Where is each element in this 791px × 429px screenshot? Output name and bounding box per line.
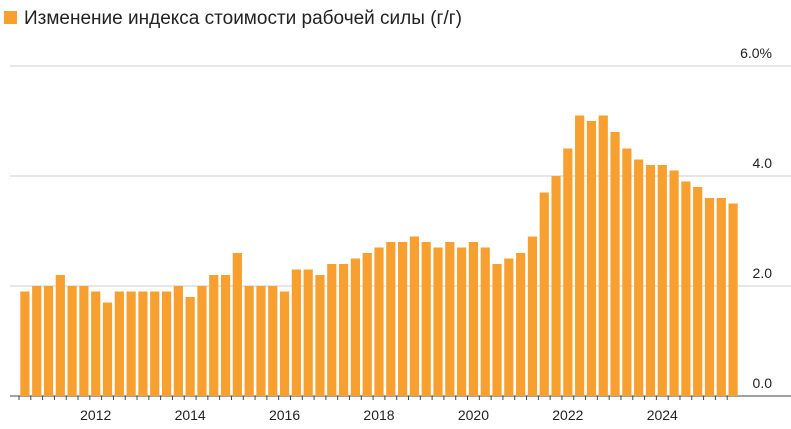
y-tick-label: 6.0% [740, 45, 772, 61]
bar [645, 165, 656, 396]
bar [716, 198, 726, 396]
bar [185, 297, 195, 396]
bar [634, 159, 644, 396]
bar [539, 192, 549, 396]
x-tick-label: 2020 [458, 407, 489, 423]
bar [704, 198, 715, 396]
bar [610, 132, 620, 396]
bar [114, 291, 124, 396]
bar [681, 181, 691, 396]
bar [575, 115, 585, 396]
x-tick-label: 2014 [175, 407, 206, 423]
bar [291, 269, 301, 396]
bar [67, 286, 77, 396]
x-tick-label: 2018 [363, 407, 394, 423]
legend-swatch [4, 11, 17, 24]
bar [398, 242, 408, 396]
bar [527, 236, 538, 396]
legend-label: Изменение индекса стоимости рабочей силы… [24, 8, 462, 29]
bar [492, 264, 502, 396]
bar [386, 242, 396, 396]
y-tick-label: 0.0 [753, 375, 773, 391]
bar [279, 291, 290, 396]
bar [161, 291, 172, 396]
bar [586, 121, 597, 396]
bar [232, 253, 242, 396]
bar [563, 148, 573, 396]
bar [669, 170, 679, 396]
bar [693, 187, 703, 396]
bar [20, 291, 30, 396]
bar [256, 286, 266, 396]
bar [102, 302, 113, 396]
bar [91, 291, 101, 396]
bar [55, 275, 65, 396]
bar [516, 253, 526, 396]
bar [209, 275, 219, 396]
bar [32, 286, 42, 396]
bar [362, 253, 372, 396]
bar [445, 242, 455, 396]
x-tick-label: 2012 [80, 407, 111, 423]
x-tick-label: 2016 [269, 407, 300, 423]
bar [433, 247, 443, 396]
bar [728, 203, 738, 396]
bar [622, 148, 632, 396]
bar [350, 258, 360, 396]
bar [657, 165, 667, 396]
bar [409, 236, 420, 396]
y-tick-label: 2.0 [753, 265, 773, 281]
x-tick-label: 2024 [647, 407, 678, 423]
bar [468, 242, 479, 396]
bar [374, 247, 384, 396]
bar [338, 264, 349, 396]
bar [138, 291, 148, 396]
bar [303, 269, 313, 396]
bar [327, 264, 337, 396]
bar [551, 176, 561, 396]
bar [244, 286, 254, 396]
bar [457, 247, 467, 396]
bar [598, 115, 608, 396]
bar [197, 286, 207, 396]
bar [268, 286, 278, 396]
bar [220, 275, 231, 396]
bar [315, 275, 325, 396]
bar [480, 247, 490, 396]
bar [173, 286, 183, 396]
bar [126, 291, 136, 396]
bar [421, 242, 431, 396]
x-tick-label: 2022 [552, 407, 583, 423]
bar [43, 286, 54, 396]
y-tick-label: 4.0 [753, 155, 773, 171]
bar [504, 258, 514, 396]
bar [150, 291, 160, 396]
bar [79, 286, 89, 396]
